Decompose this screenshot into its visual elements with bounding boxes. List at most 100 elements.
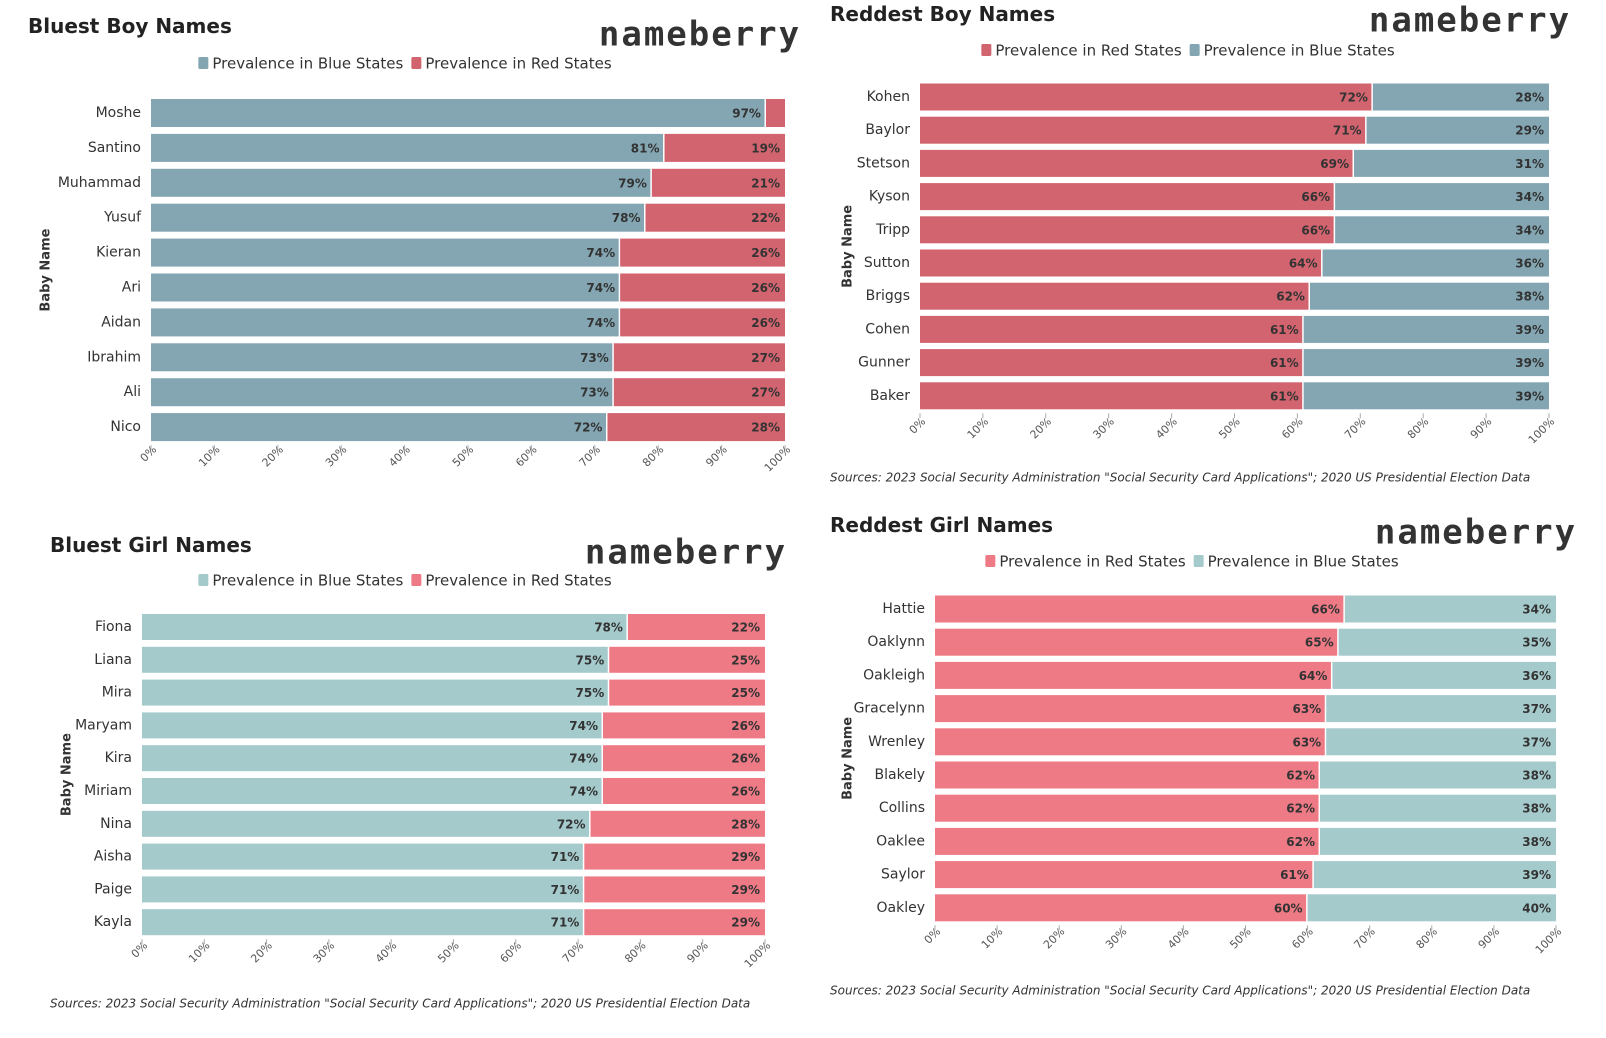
brand-logo: nameberry [585, 533, 787, 573]
bar-segment [935, 894, 1307, 922]
category-label: Gracelynn [854, 701, 925, 717]
x-tick-label: 40% [1153, 415, 1179, 441]
value-label: 61% [1270, 356, 1299, 370]
brand-logo: nameberry [1375, 513, 1577, 553]
value-label: 61% [1280, 868, 1309, 882]
value-label: 31% [1515, 157, 1544, 171]
chart-title: Bluest Girl Names [50, 533, 252, 557]
chart-title: Bluest Boy Names [28, 14, 232, 38]
brand-logo: nameberry [599, 15, 801, 55]
legend-label: Prevalence in Red States [425, 55, 611, 73]
bar-segment [142, 810, 590, 837]
x-tick-label: 100% [762, 443, 793, 474]
x-tick-label: 60% [513, 443, 539, 469]
bar-segment [151, 308, 619, 337]
bar-segment [645, 203, 785, 232]
x-tick-label: 30% [323, 443, 349, 469]
bar-segment [920, 116, 1366, 144]
x-tick-label: 10% [196, 443, 222, 469]
chart-title: Reddest Boy Names [830, 2, 1055, 26]
bar-segment [664, 133, 785, 162]
value-label: 97% [732, 107, 761, 121]
bar-segment [920, 349, 1303, 377]
bar-segment [142, 745, 602, 772]
x-tick-label: 10% [186, 939, 212, 965]
bar-segment [920, 249, 1322, 277]
x-tick-label: 70% [1342, 415, 1368, 441]
value-label: 64% [1299, 669, 1328, 683]
value-label: 62% [1276, 290, 1305, 304]
bar-segment [142, 646, 608, 673]
x-tick-label: 50% [450, 443, 476, 469]
x-tick-label: 40% [386, 443, 412, 469]
bar-segment [1326, 728, 1556, 756]
bar-segment [151, 378, 613, 407]
category-label: Ari [122, 280, 141, 296]
bar-segment [151, 343, 613, 372]
bar-segment [1366, 116, 1549, 144]
value-label: 74% [586, 246, 615, 260]
bar-segment [151, 273, 619, 302]
bar-segment [603, 745, 765, 772]
value-label: 26% [751, 246, 780, 260]
category-label: Kyson [869, 189, 910, 205]
value-label: 75% [576, 686, 605, 700]
value-label: 62% [1286, 769, 1315, 783]
bar-segment [142, 712, 602, 739]
bar-segment [609, 679, 765, 706]
x-tick-label: 20% [1041, 925, 1067, 951]
bar-segment [1303, 382, 1549, 410]
category-label: Nico [110, 419, 141, 435]
value-label: 35% [1522, 636, 1551, 650]
value-label: 72% [1339, 91, 1368, 105]
legend-swatch [1189, 44, 1200, 56]
x-tick-label: 60% [1279, 415, 1305, 441]
bar-segment [935, 728, 1325, 756]
value-label: 63% [1292, 702, 1321, 716]
x-tick-label: 20% [1028, 415, 1054, 441]
legend-label: Prevalence in Red States [425, 572, 611, 590]
bar-segment [920, 149, 1353, 177]
bar-segment [935, 595, 1344, 623]
x-tick-label: 30% [1103, 925, 1129, 951]
bar-segment [142, 843, 583, 870]
category-label: Oakley [877, 900, 926, 916]
category-label: Saylor [881, 867, 925, 883]
value-label: 61% [1270, 389, 1299, 403]
y-axis-label: Baby Name [60, 733, 75, 816]
legend-label: Prevalence in Red States [999, 553, 1185, 571]
brand-logo: nameberry [1369, 1, 1571, 41]
legend: Prevalence in Red States Prevalence in Bl… [985, 553, 1399, 571]
x-tick-label: 70% [577, 443, 603, 469]
x-tick-label: 70% [1351, 925, 1377, 951]
bar-segment [613, 343, 785, 372]
category-label: Collins [879, 800, 925, 816]
value-label: 27% [751, 351, 780, 365]
category-label: Paige [94, 881, 132, 897]
value-label: 26% [731, 785, 760, 799]
bar-segment [151, 168, 651, 197]
value-label: 74% [586, 281, 615, 295]
bar-segment [935, 827, 1319, 855]
bar-segment [920, 183, 1334, 211]
bar-segment [142, 679, 608, 706]
x-tick-label: 60% [1289, 925, 1315, 951]
bar-segment [935, 794, 1319, 822]
category-label: Kohen [867, 89, 910, 105]
bar-segment [1320, 827, 1556, 855]
bar-segment [1354, 149, 1549, 177]
category-label: Wrenley [868, 734, 925, 750]
x-tick-label: 20% [260, 443, 286, 469]
value-label: 39% [1522, 868, 1551, 882]
value-label: 72% [574, 421, 603, 435]
category-label: Maryam [75, 717, 132, 733]
x-tick-label: 0% [922, 925, 944, 947]
category-label: Ali [124, 384, 141, 400]
bar-segment [1309, 282, 1549, 310]
bar-segment [151, 203, 645, 232]
category-label: Aidan [101, 314, 141, 330]
bar-segment [765, 99, 785, 127]
value-label: 40% [1522, 901, 1551, 915]
